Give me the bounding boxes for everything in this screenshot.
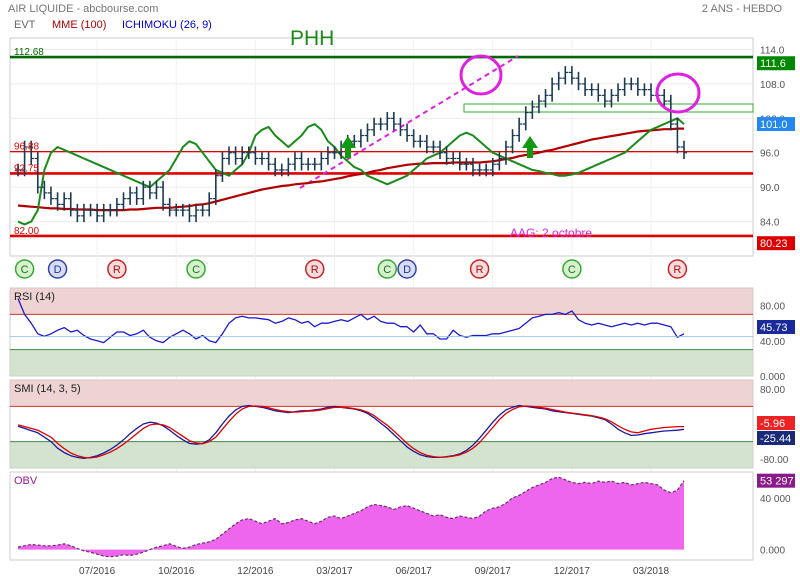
smi-title: SMI (14, 3, 5) bbox=[14, 383, 81, 395]
event-marker bbox=[377, 259, 398, 279]
rsi-series bbox=[17, 298, 685, 344]
event-label: C bbox=[192, 264, 200, 276]
level-label: 96.88 bbox=[14, 142, 39, 153]
legend-evt: EVT bbox=[14, 19, 36, 31]
smi-signal-label: -5.96 bbox=[760, 418, 785, 430]
x-tick-label: 06/2017 bbox=[396, 566, 433, 577]
osc-tick-label: 80.00 bbox=[760, 385, 785, 396]
rsi-value-badge bbox=[757, 320, 795, 334]
smi-value-badge bbox=[757, 431, 795, 445]
highlight-circle-right bbox=[655, 72, 701, 114]
mme-line bbox=[17, 127, 684, 212]
price-tick-label: 96.0 bbox=[760, 149, 780, 160]
event-marker bbox=[667, 259, 688, 279]
value-badge-label: 111.6 bbox=[760, 58, 786, 70]
event-label: C bbox=[21, 264, 29, 276]
event-label: R bbox=[476, 264, 484, 276]
obv-tick-label: 0.000 bbox=[760, 546, 785, 557]
level-label: 82.00 bbox=[14, 226, 39, 237]
event-label: R bbox=[311, 264, 319, 276]
price-tick-label: 84.0 bbox=[760, 218, 780, 229]
x-tick-label: 03/2017 bbox=[316, 566, 353, 577]
level-label: 92.75 bbox=[14, 163, 39, 174]
phh-annotation: PHH bbox=[290, 27, 334, 50]
legend-mme: MME (100) bbox=[52, 19, 106, 31]
level-labels: 112.68 96.88 92.75 82.00 bbox=[14, 47, 44, 237]
event-label: R bbox=[673, 264, 681, 276]
price-tick-label: 114.0 bbox=[760, 45, 785, 56]
event-marker bbox=[562, 259, 582, 279]
level-label: 112.68 bbox=[14, 47, 44, 58]
obv-tick-label: 40 000 bbox=[760, 494, 791, 505]
osc-tick-label: 0.000 bbox=[760, 372, 785, 383]
event-label: C bbox=[383, 264, 391, 276]
obv-title: OBV bbox=[14, 475, 38, 487]
value-badge bbox=[757, 236, 795, 251]
price-badges: 111.6 101.0 80.23 bbox=[757, 56, 795, 251]
oversold-zone bbox=[10, 441, 753, 468]
resistance-zone bbox=[463, 103, 754, 113]
legend-ichimoku: ICHIMOKU (26, 9) bbox=[122, 19, 212, 31]
ichimoku-line bbox=[17, 117, 685, 226]
price-tick-label: 108.0 bbox=[760, 80, 785, 91]
event-marker bbox=[397, 259, 417, 279]
price-frame bbox=[9, 37, 754, 257]
event-marker bbox=[14, 259, 35, 279]
obv-panel: 0.000 40 000 53 297 OBV bbox=[9, 471, 795, 561]
obv-value-label: 53 297 bbox=[760, 476, 794, 488]
buy-arrow-1 bbox=[340, 136, 356, 158]
mme-series bbox=[17, 127, 684, 212]
overbought-zone bbox=[10, 380, 753, 407]
rsi-panel: 0.000 40.00 80.00 45.73 RSI (14) bbox=[9, 287, 795, 383]
rsi-value-label: 45.73 bbox=[760, 322, 788, 334]
osc-tick-label: 40.00 bbox=[760, 337, 785, 348]
x-tick-label: 03/2018 bbox=[633, 566, 670, 577]
smi-signal-series bbox=[17, 405, 684, 459]
value-badge-label: 101.0 bbox=[760, 119, 788, 131]
x-tick-label: 10/2016 bbox=[158, 566, 195, 577]
obv-area bbox=[18, 477, 684, 557]
aag-annotation: AAG: 2 octobre bbox=[510, 226, 592, 240]
value-badge-label: 80.23 bbox=[760, 238, 788, 250]
smi-value-label: -25.44 bbox=[760, 433, 791, 445]
oversold-zone bbox=[10, 349, 753, 376]
event-label: C bbox=[568, 264, 576, 276]
price-tick-label: 90.0 bbox=[760, 183, 780, 194]
overbought-zone bbox=[10, 288, 753, 315]
smi-panel: -80.00 80.00 -5.96 -25.44 SMI (14, 3, 5) bbox=[9, 379, 795, 469]
event-label: R bbox=[113, 264, 121, 276]
event-marker bbox=[47, 259, 68, 279]
event-marker bbox=[304, 259, 325, 279]
trendline bbox=[299, 55, 519, 189]
time-axis: 07/2016 10/2016 12/2016 03/2017 06/2017 09/20… bbox=[79, 566, 669, 577]
level-lines bbox=[10, 55, 753, 238]
event-marker bbox=[186, 259, 206, 279]
ichimoku-series bbox=[17, 117, 685, 226]
x-tick-label: 12/2017 bbox=[554, 566, 591, 577]
value-badge bbox=[757, 56, 795, 71]
value-badge bbox=[757, 117, 795, 132]
buy-arrow-2 bbox=[522, 136, 538, 158]
event-marker bbox=[107, 259, 127, 279]
osc-tick-label: -80.00 bbox=[760, 455, 789, 466]
x-tick-label: 12/2016 bbox=[237, 566, 274, 577]
event-label: D bbox=[54, 264, 62, 276]
smi-signal-badge bbox=[757, 416, 795, 430]
rsi-title: RSI (14) bbox=[14, 291, 55, 303]
x-tick-label: 09/2017 bbox=[475, 566, 512, 577]
event-marker bbox=[469, 259, 490, 279]
chart-title: AIR LIQUIDE - abcbourse.com bbox=[8, 3, 158, 15]
obv-outline bbox=[17, 476, 685, 558]
highlight-circle-top bbox=[459, 54, 503, 96]
x-tick-label: 07/2016 bbox=[79, 566, 116, 577]
price-grid bbox=[10, 48, 753, 223]
osc-tick-label: 80.00 bbox=[760, 302, 785, 313]
obv-value-badge bbox=[757, 473, 795, 488]
event-label: D bbox=[403, 264, 411, 276]
chart-period: 2 ANS - HEBDO bbox=[702, 3, 783, 15]
price-panel: PHH AAG: 2 octobre 112.68 96.88 92.75 82.00… bbox=[9, 27, 795, 560]
